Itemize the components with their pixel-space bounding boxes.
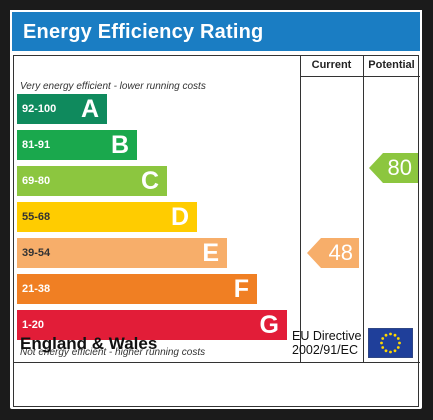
potential-rating-arrow: 80 bbox=[369, 153, 418, 183]
band-c: 69-80 C bbox=[17, 166, 167, 196]
band-range-label: 92-100 bbox=[22, 103, 57, 115]
band-letter: A bbox=[80, 95, 99, 123]
band-range-label: 81-91 bbox=[22, 139, 51, 151]
band-range-label: 69-80 bbox=[22, 175, 51, 187]
band-letter: G bbox=[259, 311, 279, 339]
rating-table: Current Potential Very energy efficient … bbox=[13, 55, 420, 407]
band-f: 21-38 F bbox=[17, 274, 257, 304]
column-potential-label: Potential bbox=[368, 59, 415, 71]
note-inefficient: Not energy efficient - higher running co… bbox=[20, 347, 206, 358]
divider-potential bbox=[363, 56, 364, 362]
band-e: 39-54 E bbox=[17, 238, 227, 268]
band-letter: D bbox=[170, 203, 189, 231]
divider-current bbox=[300, 56, 301, 362]
band-range-label: 39-54 bbox=[22, 247, 51, 259]
region-label: England & Wales bbox=[20, 334, 158, 353]
band-a: 92-100 A bbox=[17, 94, 107, 124]
directive-line-2: 2002/91/EC bbox=[292, 343, 359, 357]
band-letter: C bbox=[140, 167, 159, 195]
directive-line-1: EU Directive bbox=[292, 329, 362, 343]
header-bar: Energy Efficiency Rating bbox=[10, 10, 422, 53]
band-range-label: 21-38 bbox=[22, 283, 51, 295]
directive-label: EU Directive 2002/91/EC bbox=[292, 329, 361, 357]
band-range-label: 55-68 bbox=[22, 211, 51, 223]
note-efficient: Very energy efficient - lower running co… bbox=[20, 81, 206, 92]
column-current-label: Current bbox=[311, 59, 352, 71]
header-divider bbox=[300, 76, 420, 77]
band-d: 55-68 D bbox=[17, 202, 197, 232]
band-letter: F bbox=[233, 275, 249, 303]
potential-rating-value: 80 bbox=[387, 155, 412, 180]
band-range-label: 1-20 bbox=[22, 319, 45, 331]
band-letter: B bbox=[110, 131, 129, 159]
eu-flag-icon bbox=[368, 328, 413, 358]
band-b: 81-91 B bbox=[17, 130, 137, 160]
page-title: Energy Efficiency Rating bbox=[23, 21, 264, 43]
current-rating-value: 48 bbox=[328, 240, 353, 265]
current-rating-arrow: 48 bbox=[307, 238, 359, 268]
band-letter: E bbox=[202, 239, 219, 267]
eu-stars bbox=[380, 332, 401, 354]
energy-rating-card: Energy Efficiency Rating Current Potenti… bbox=[10, 10, 422, 409]
footer-divider bbox=[14, 362, 420, 363]
band-g: 1-20 G bbox=[17, 310, 287, 340]
